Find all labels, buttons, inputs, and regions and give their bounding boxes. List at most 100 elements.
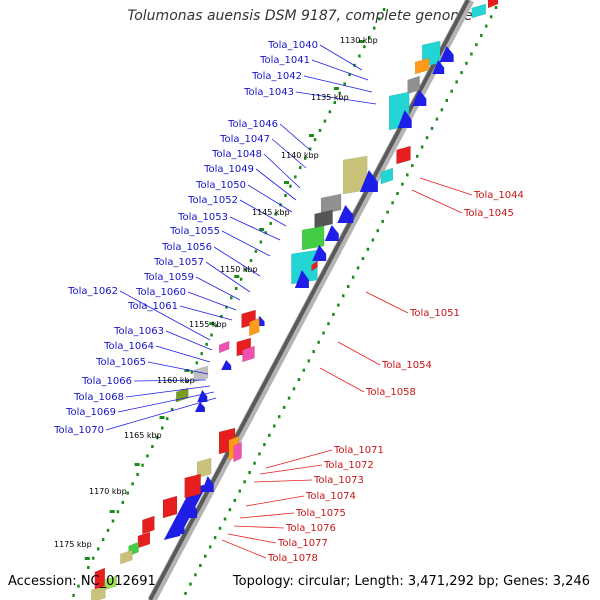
inner-tick bbox=[101, 538, 105, 542]
leader-line bbox=[259, 464, 323, 475]
inner-tick bbox=[372, 26, 376, 30]
leader-line bbox=[271, 138, 307, 169]
leader-line bbox=[419, 177, 473, 196]
outer-tick bbox=[337, 303, 340, 307]
major-tick bbox=[159, 416, 165, 419]
major-tick bbox=[333, 87, 339, 90]
outer-tick bbox=[199, 564, 202, 567]
gene-label-tola-1064: Tola_1064 bbox=[103, 341, 154, 352]
inner-tick bbox=[165, 417, 169, 421]
inner-tick bbox=[205, 342, 208, 346]
gene-label-tola-1049: Tola_1049 bbox=[203, 164, 254, 175]
gene-label-tola-1078: Tola_1078 bbox=[267, 553, 318, 564]
leader-line bbox=[165, 330, 213, 351]
outer-tick bbox=[332, 312, 335, 316]
inner-tick bbox=[338, 91, 341, 95]
reverse-feature-block bbox=[233, 441, 242, 463]
leader-line bbox=[245, 495, 305, 507]
inner-tick bbox=[318, 128, 322, 132]
gene-label-tola-1055: Tola_1055 bbox=[169, 226, 220, 237]
inner-tick bbox=[358, 54, 361, 58]
forward-feature-block bbox=[301, 225, 325, 251]
gene-label-tola-1042: Tola_1042 bbox=[251, 71, 302, 82]
outer-tick bbox=[420, 145, 424, 149]
inner-tick bbox=[151, 445, 154, 449]
gene-label-tola-1050: Tola_1050 bbox=[195, 180, 246, 191]
gene-label-tola-1041: Tola_1041 bbox=[259, 55, 310, 66]
inner-tick bbox=[146, 454, 149, 458]
outer-tick bbox=[223, 517, 227, 521]
inner-tick bbox=[126, 491, 130, 495]
forward-feature-block bbox=[407, 75, 420, 95]
outer-tick bbox=[287, 396, 291, 400]
inner-tick bbox=[161, 426, 164, 430]
reverse-feature-block bbox=[196, 457, 212, 479]
outer-tick bbox=[263, 443, 266, 447]
inner-tick bbox=[249, 259, 253, 263]
forward-gene-arrow bbox=[221, 360, 232, 370]
gene-label-tola-1051: Tola_1051 bbox=[409, 308, 460, 319]
forward-gene-labels: Tola_1040 Tola_1041 Tola_1042 Tola_1043 Tola… bbox=[53, 40, 318, 436]
inner-tick bbox=[294, 175, 297, 179]
outer-tick bbox=[475, 43, 478, 47]
gene-label-tola-1063: Tola_1063 bbox=[113, 326, 164, 337]
inner-tick bbox=[106, 528, 110, 532]
outer-tick bbox=[342, 294, 345, 298]
outer-tick bbox=[248, 471, 251, 474]
gene-label-tola-1054: Tola_1054 bbox=[381, 360, 432, 371]
outer-tick bbox=[218, 526, 222, 530]
inner-tick bbox=[116, 510, 120, 514]
leader-line bbox=[337, 341, 381, 366]
gene-label-tola-1056: Tola_1056 bbox=[161, 242, 212, 253]
inner-tick bbox=[195, 361, 199, 365]
inner-tick bbox=[185, 380, 189, 383]
gene-label-tola-1053: Tola_1053 bbox=[177, 212, 228, 223]
inner-tick bbox=[190, 370, 194, 374]
inner-tick bbox=[210, 333, 213, 337]
outer-tick bbox=[204, 554, 207, 558]
kbp-label: 1140 kbp bbox=[281, 151, 319, 160]
gene-label-tola-1046: Tola_1046 bbox=[227, 119, 278, 130]
outer-tick bbox=[366, 247, 370, 251]
gene-label-tola-1077: Tola_1077 bbox=[277, 538, 328, 549]
leader-line bbox=[119, 290, 211, 341]
major-tick bbox=[234, 275, 240, 278]
kbp-label: 1155 kbp bbox=[189, 320, 227, 329]
forward-feature-block bbox=[471, 3, 487, 19]
leader-line bbox=[105, 397, 217, 431]
label-leader-lines bbox=[105, 44, 473, 559]
gene-label-tola-1062: Tola_1062 bbox=[67, 286, 118, 297]
leader-line bbox=[365, 291, 409, 314]
reverse-feature-block bbox=[487, 0, 499, 9]
accession-text: Accession: NC_012691 bbox=[8, 574, 156, 589]
inner-tick bbox=[225, 305, 228, 309]
kbp-label: 1165 kbp bbox=[124, 431, 162, 440]
outer-tick bbox=[470, 52, 473, 56]
leader-line bbox=[147, 361, 209, 375]
leader-line bbox=[239, 512, 295, 519]
leader-line bbox=[253, 479, 313, 483]
gene-label-tola-1058: Tola_1058 bbox=[365, 387, 416, 398]
leader-line bbox=[229, 216, 281, 241]
outer-tick bbox=[450, 89, 453, 93]
reverse-feature-block bbox=[184, 473, 201, 499]
inner-tick bbox=[170, 407, 174, 411]
major-tick bbox=[134, 463, 140, 466]
inner-tick bbox=[299, 166, 302, 170]
outer-tick bbox=[228, 508, 232, 512]
kbp-label: 1150 kbp bbox=[220, 265, 258, 274]
inner-tick bbox=[333, 101, 337, 104]
reverse-feature-block bbox=[162, 495, 178, 519]
inner-tick bbox=[96, 547, 100, 551]
inner-tick bbox=[348, 73, 351, 77]
gene-label-tola-1060: Tola_1060 bbox=[135, 287, 186, 298]
inner-tick bbox=[87, 566, 90, 569]
gene-label-tola-1075: Tola_1075 bbox=[295, 508, 346, 519]
inner-tick bbox=[323, 119, 327, 123]
inner-tick bbox=[259, 240, 263, 244]
inner-tick bbox=[215, 324, 218, 328]
outer-tick bbox=[346, 285, 350, 288]
gene-label-tola-1044: Tola_1044 bbox=[473, 190, 524, 201]
inner-tick bbox=[363, 45, 366, 49]
